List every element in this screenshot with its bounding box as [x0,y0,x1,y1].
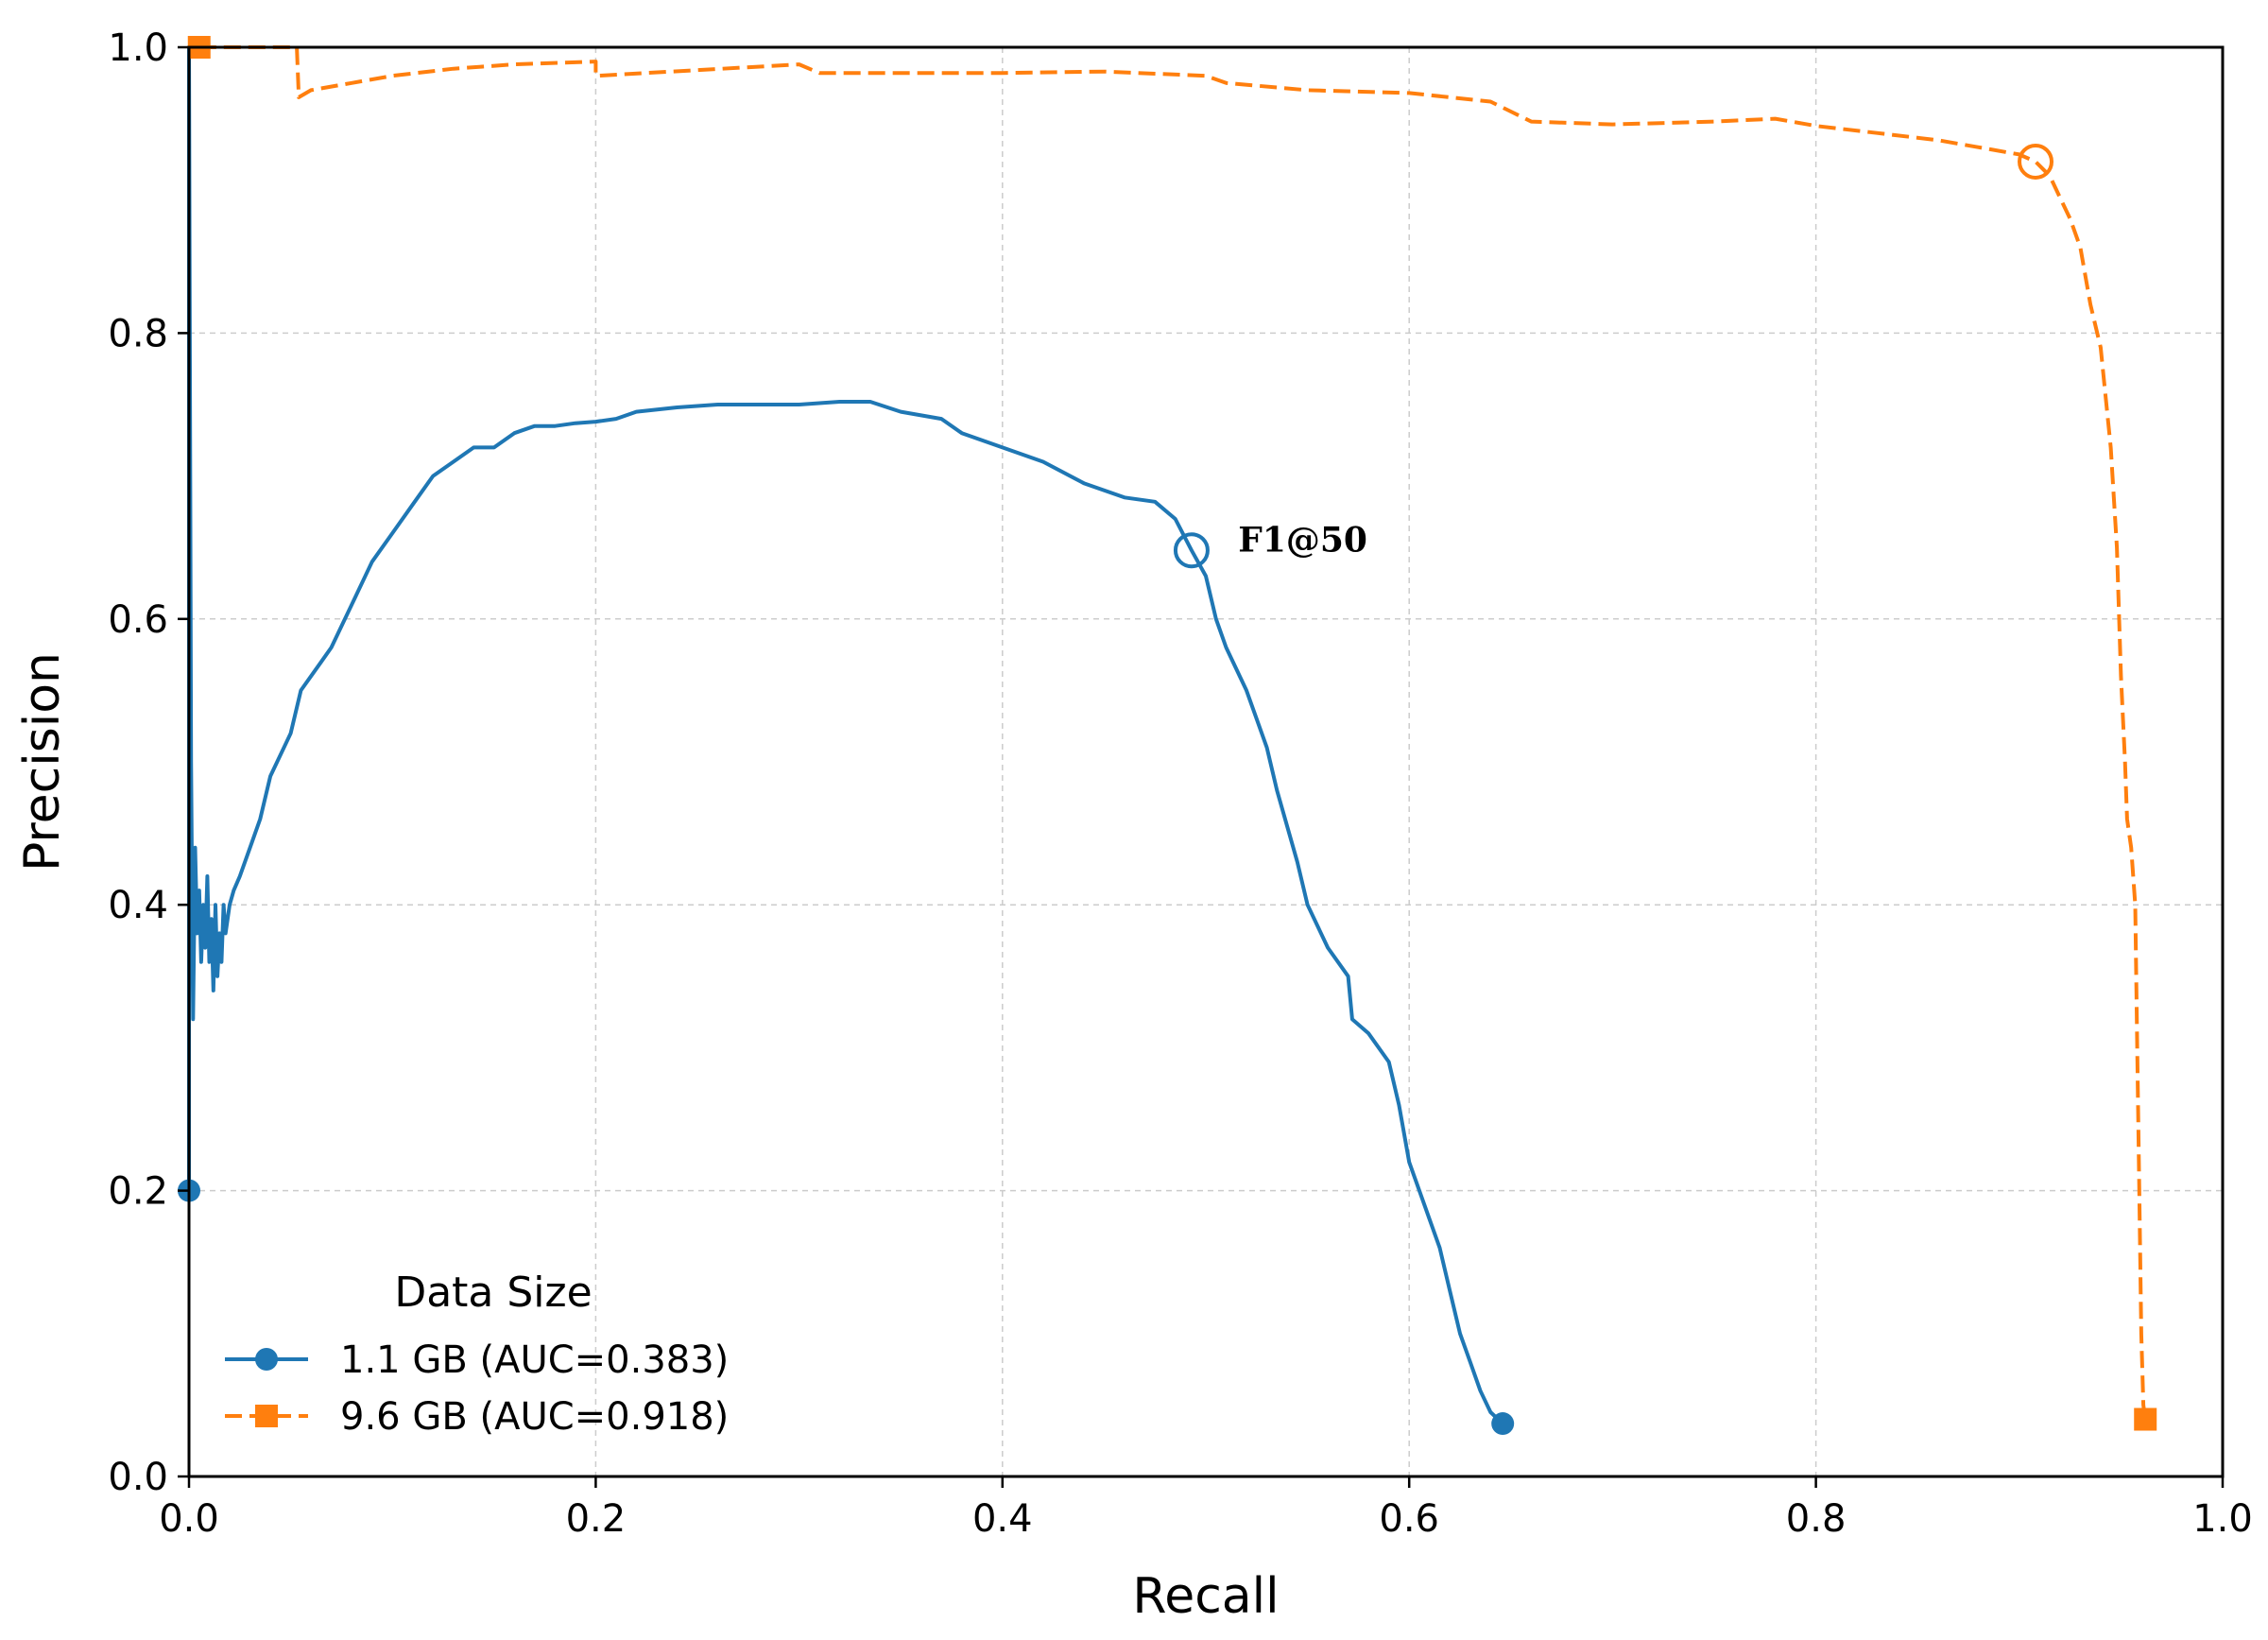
ticks: 0.0 0.2 0.4 0.6 0.8 1.0 0.0 0.2 0.4 0.6 0.8 1.0 [108,26,2252,1541]
legend-marker-0 [255,1348,278,1371]
y-tick-label: 0.4 [108,884,168,927]
legend-entries: 1.1 GB (AUC=0.383) 9.6 GB (AUC=0.918) [225,1338,729,1439]
y-tick-label: 1.0 [108,26,168,70]
x-tick-label: 0.8 [1786,1497,1847,1541]
legend: Data Size 1.1 GB (AUC=0.383) 9.6 GB (AUC=… [225,1269,729,1439]
x-tick-label: 0.4 [972,1497,1033,1541]
y-tick-label: 0.8 [108,312,168,355]
series-0-end-marker [1491,1412,1515,1436]
x-tick-label: 0.6 [1379,1497,1439,1541]
x-tick-label: 0.0 [159,1497,219,1541]
x-tick-label: 0.2 [566,1497,627,1541]
series-line-1 [198,45,2148,1420]
y-tick-label: 0.2 [108,1170,168,1214]
legend-label-1: 9.6 GB (AUC=0.918) [340,1395,729,1439]
series-0-f1-marker [1173,532,1210,569]
legend-title: Data Size [394,1269,592,1317]
grid [189,47,2223,1476]
series-1-end-marker [2134,1407,2157,1431]
series-layer [178,36,2157,1436]
legend-marker-1 [255,1405,278,1427]
legend-label-0: 1.1 GB (AUC=0.383) [340,1338,729,1382]
y-axis-label: Precision [14,652,71,872]
x-tick-label: 1.0 [2192,1497,2253,1541]
series-line-0 [187,45,1504,1425]
y-tick-label: 0.0 [108,1456,168,1499]
axes-frame [187,45,2225,1478]
x-axis-label: Recall [1132,1568,1279,1625]
series-1-f1-marker [2018,143,2054,180]
f1-annotation: F1@50 [1238,521,1367,561]
y-tick-label: 0.6 [108,598,168,642]
